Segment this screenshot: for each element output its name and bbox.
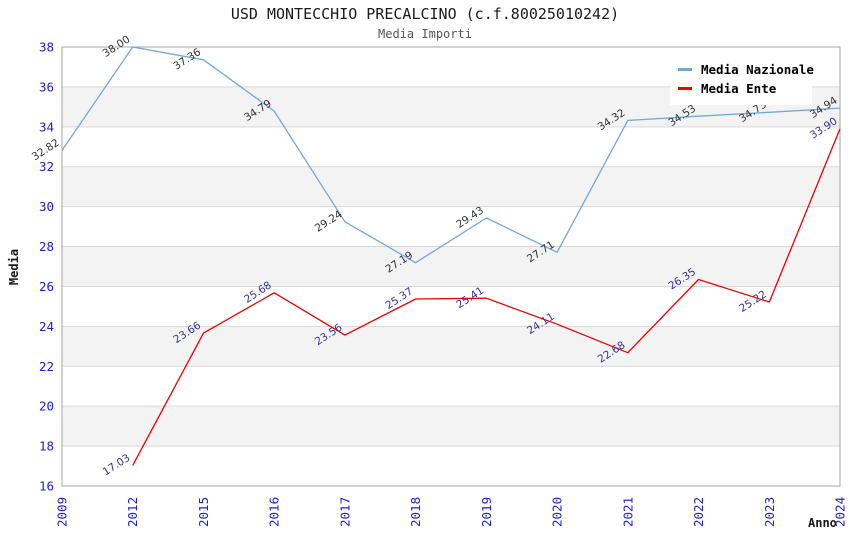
svg-text:2019: 2019 [479,497,494,527]
legend-label: Media Ente [701,81,777,96]
svg-text:34: 34 [39,119,54,134]
series-line-media-ente [132,128,841,466]
svg-text:2024: 2024 [833,497,848,527]
plot-bands [62,47,840,486]
svg-text:24: 24 [39,319,54,334]
x-tick-labels: 2009 2012 2015 2016 2017 2018 2019 2020 2021 2022… [55,497,848,527]
legend-swatch-red [678,87,692,90]
series-line-media-nazionale [61,46,841,264]
svg-text:28: 28 [39,239,54,254]
x-axis-title: Anno [808,516,837,530]
svg-text:26: 26 [39,279,54,294]
svg-text:2017: 2017 [337,497,352,527]
chart-subtitle: Media Importi [378,27,472,41]
svg-text:38: 38 [39,40,54,55]
svg-text:2015: 2015 [196,497,211,527]
legend-swatch-blue [678,68,692,71]
svg-text:2023: 2023 [762,497,777,527]
svg-text:22: 22 [39,359,54,374]
svg-text:32: 32 [39,159,54,174]
plot-border [61,46,841,487]
svg-text:2009: 2009 [55,497,70,527]
svg-text:2022: 2022 [691,497,706,527]
svg-text:20: 20 [39,399,54,414]
legend-item-media-ente: Media Ente [678,79,812,98]
svg-text:16: 16 [39,479,54,494]
svg-text:2021: 2021 [620,497,635,527]
svg-text:2018: 2018 [408,497,423,527]
legend-label: Media Nazionale [701,62,814,77]
svg-text:2012: 2012 [125,497,140,527]
svg-text:36: 36 [39,79,54,94]
chart-title: USD MONTECCHIO PRECALCINO (c.f.800250102… [230,5,620,23]
svg-text:30: 30 [39,199,54,214]
svg-text:18: 18 [39,439,54,454]
y-tick-labels: 16 18 20 22 24 26 28 30 32 34 36 38 [39,40,54,494]
svg-text:2016: 2016 [267,497,282,527]
svg-text:2020: 2020 [550,497,565,527]
legend: Media Nazionale Media Ente [670,53,814,105]
legend-item-media-nazionale: Media Nazionale [678,60,814,79]
